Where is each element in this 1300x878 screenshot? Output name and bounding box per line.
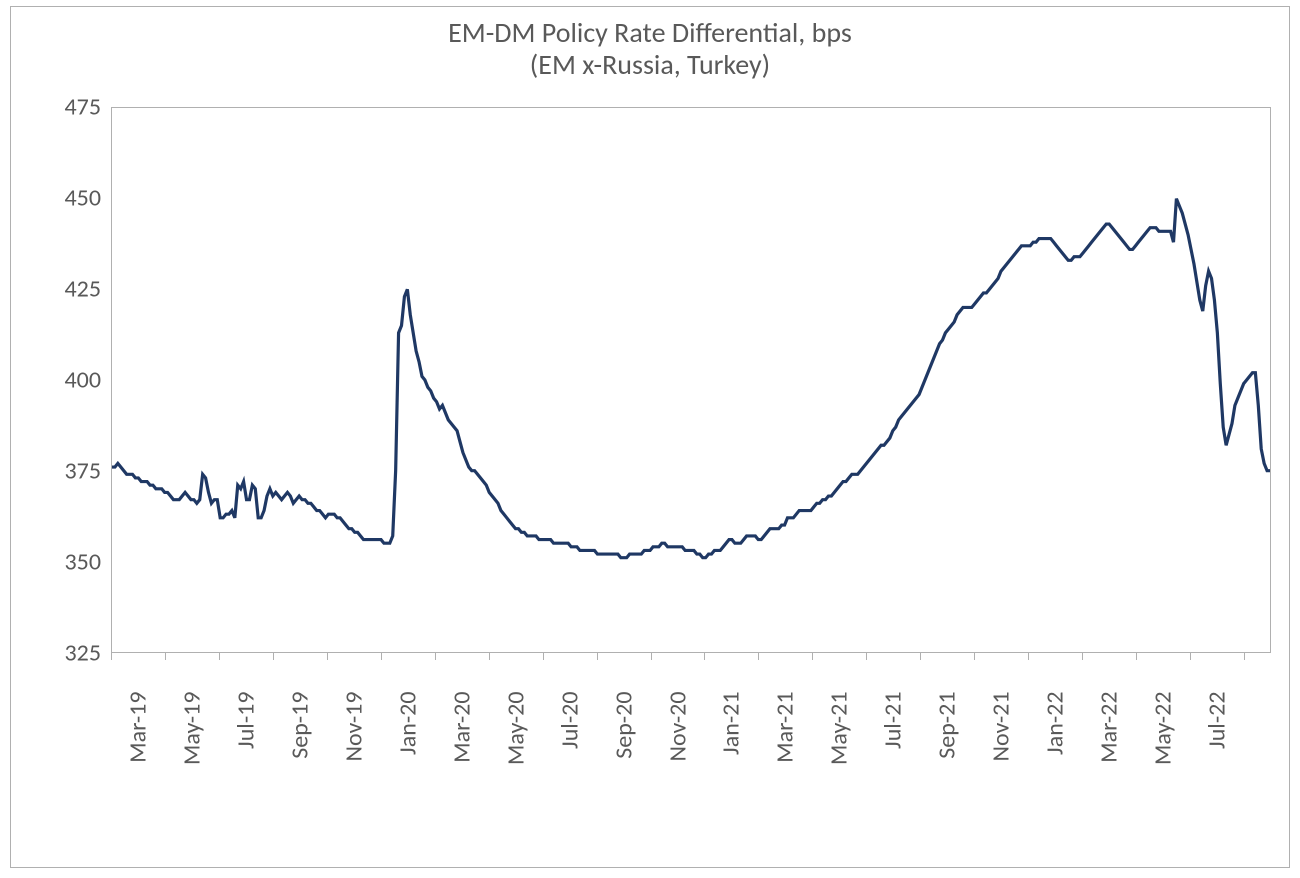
y-tick-label: 475 bbox=[21, 93, 101, 122]
x-tick-mark bbox=[165, 653, 166, 660]
x-tick-mark bbox=[219, 653, 220, 660]
y-tick-label: 450 bbox=[21, 184, 101, 213]
x-tick-label: Mar-21 bbox=[771, 692, 800, 842]
x-tick-label: Mar-19 bbox=[123, 692, 152, 842]
line-series bbox=[112, 108, 1270, 652]
x-tick-mark bbox=[812, 653, 813, 660]
chart-title-line2: (EM x-Russia, Turkey) bbox=[11, 49, 1289, 81]
x-tick-label: May-22 bbox=[1149, 692, 1178, 842]
plot-area bbox=[111, 107, 1271, 653]
x-tick-mark bbox=[1244, 653, 1245, 660]
x-tick-mark bbox=[1082, 653, 1083, 660]
x-tick-mark bbox=[920, 653, 921, 660]
x-tick-mark bbox=[866, 653, 867, 660]
x-tick-label: Sep-21 bbox=[933, 692, 962, 842]
y-tick-label: 425 bbox=[21, 275, 101, 304]
y-tick-label: 350 bbox=[21, 548, 101, 577]
x-tick-mark bbox=[1028, 653, 1029, 660]
x-tick-mark bbox=[435, 653, 436, 660]
x-tick-mark bbox=[543, 653, 544, 660]
x-tick-label: Jul-22 bbox=[1203, 692, 1232, 842]
chart-title-line1: EM-DM Policy Rate Differential, bps bbox=[11, 17, 1289, 49]
x-tick-mark bbox=[704, 653, 705, 660]
x-tick-label: Nov-20 bbox=[663, 692, 692, 842]
y-tick-label: 375 bbox=[21, 457, 101, 486]
x-tick-label: Jan-22 bbox=[1041, 692, 1070, 842]
x-tick-label: Jan-20 bbox=[393, 692, 422, 842]
x-tick-label: Sep-20 bbox=[609, 692, 638, 842]
x-tick-mark bbox=[1136, 653, 1137, 660]
x-tick-label: Jan-21 bbox=[717, 692, 746, 842]
x-tick-label: Mar-20 bbox=[447, 692, 476, 842]
x-tick-label: May-20 bbox=[501, 692, 530, 842]
x-tick-mark bbox=[327, 653, 328, 660]
x-tick-mark bbox=[273, 653, 274, 660]
x-tick-label: Mar-22 bbox=[1095, 692, 1124, 842]
x-tick-mark bbox=[381, 653, 382, 660]
x-tick-label: Nov-19 bbox=[339, 692, 368, 842]
x-tick-label: Sep-19 bbox=[285, 692, 314, 842]
chart-container: EM-DM Policy Rate Differential, bps (EM … bbox=[10, 6, 1290, 868]
y-tick-label: 400 bbox=[21, 366, 101, 395]
rate-differential-line bbox=[112, 199, 1270, 558]
y-tick-label: 325 bbox=[21, 639, 101, 668]
x-tick-mark bbox=[758, 653, 759, 660]
x-tick-mark bbox=[489, 653, 490, 660]
x-tick-label: Nov-21 bbox=[987, 692, 1016, 842]
x-tick-label: Jul-20 bbox=[555, 692, 584, 842]
chart-title: EM-DM Policy Rate Differential, bps (EM … bbox=[11, 17, 1289, 81]
x-tick-mark bbox=[1190, 653, 1191, 660]
x-tick-mark bbox=[111, 653, 112, 660]
x-tick-label: Jul-19 bbox=[231, 692, 260, 842]
x-tick-mark bbox=[974, 653, 975, 660]
x-tick-label: May-21 bbox=[825, 692, 854, 842]
x-tick-label: Jul-21 bbox=[879, 692, 908, 842]
x-tick-mark bbox=[651, 653, 652, 660]
x-tick-label: May-19 bbox=[177, 692, 206, 842]
x-tick-mark bbox=[597, 653, 598, 660]
